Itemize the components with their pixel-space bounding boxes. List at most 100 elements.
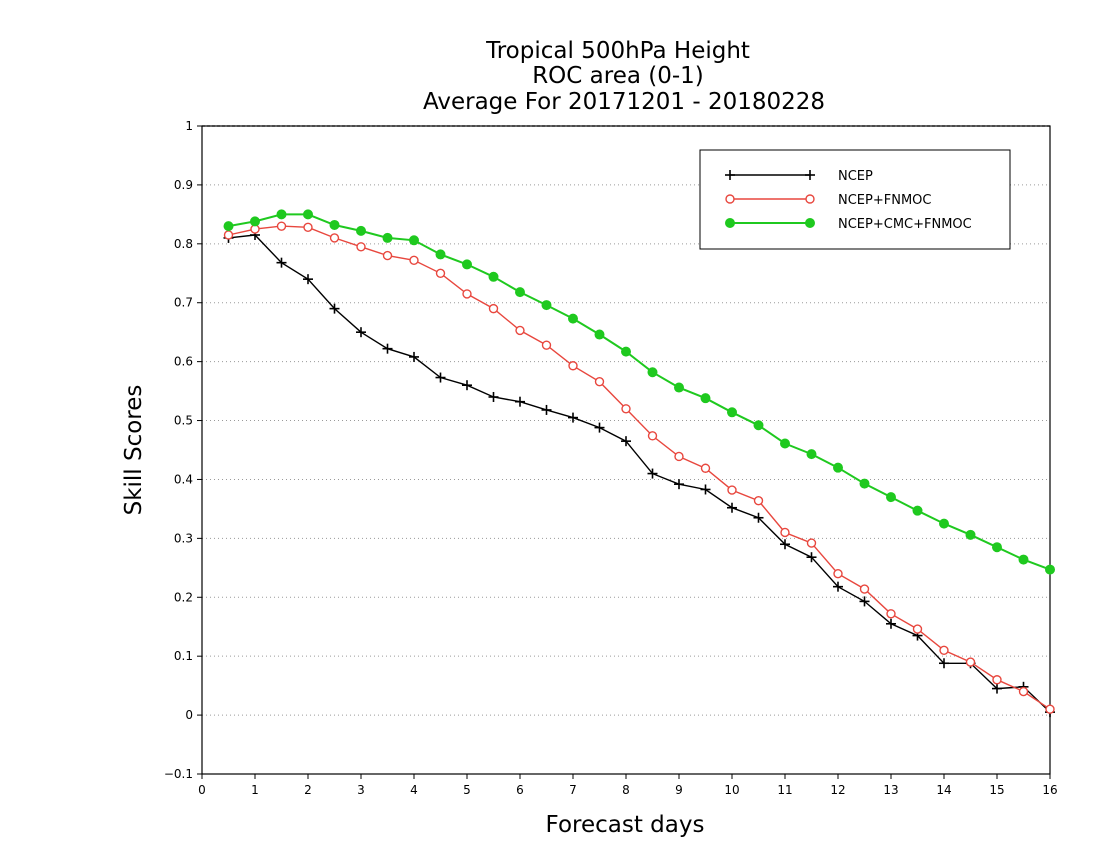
x-tick-label: 9 (675, 783, 683, 797)
data-point-plus (568, 412, 578, 423)
data-point-open-circle (276, 221, 287, 231)
data-point-open-circle (805, 194, 815, 204)
data-point-filled-circle (568, 313, 578, 324)
data-point-filled-circle (356, 225, 366, 236)
data-point-plus (303, 274, 313, 285)
data-point-filled-circle (700, 393, 711, 404)
y-tick-label: −0.1 (164, 767, 193, 781)
x-tick-label: 14 (936, 783, 951, 797)
data-point-plus (727, 502, 737, 513)
y-tick-label: 1 (185, 119, 193, 133)
data-point-filled-circle (276, 209, 287, 220)
data-point-plus (621, 436, 631, 447)
series-line (228, 225, 1051, 710)
data-point-filled-circle (1018, 554, 1029, 565)
x-tick-label: 6 (516, 783, 524, 797)
data-point-open-circle (568, 361, 578, 371)
data-point-filled-circle (674, 382, 684, 393)
x-tick-label: 8 (622, 783, 630, 797)
data-point-open-circle (515, 325, 525, 336)
data-point-filled-circle (780, 438, 790, 449)
data-point-plus (276, 257, 287, 268)
data-point-filled-circle (725, 218, 735, 228)
data-point-open-circle (329, 233, 340, 243)
x-tick-label: 10 (724, 783, 739, 797)
data-point-plus (409, 351, 419, 362)
series-line (228, 213, 1051, 571)
data-point-open-circle (462, 289, 472, 299)
x-tick-label: 13 (883, 783, 898, 797)
data-point-plus (462, 380, 472, 391)
chart-title-line-2: ROC area (0-1) (532, 63, 704, 89)
legend-label: NCEP (838, 169, 873, 184)
data-point-open-circle (488, 303, 499, 314)
legend-box (699, 149, 1011, 250)
data-point-filled-circle (647, 367, 658, 378)
data-point-plus (700, 484, 711, 495)
y-tick-label: 0.7 (174, 296, 193, 310)
data-point-open-circle (409, 255, 419, 266)
x-tick-label: 7 (569, 783, 577, 797)
x-tick-label: 2 (304, 783, 312, 797)
data-point-open-circle (833, 569, 843, 579)
data-point-open-circle (992, 675, 1002, 685)
data-point-filled-circle (382, 232, 393, 243)
y-tick-label: 0.3 (174, 531, 193, 545)
data-point-plus (594, 422, 605, 433)
y-tick-label: 0.2 (174, 590, 193, 604)
x-tick-label: 16 (1042, 783, 1057, 797)
y-tick-label: 0.5 (174, 414, 193, 428)
data-point-open-circle (594, 376, 605, 387)
data-point-plus (647, 468, 658, 479)
legend-entry: NCEP+FNMOC (725, 193, 931, 208)
data-point-filled-circle (805, 218, 815, 228)
x-tick-label: 5 (463, 783, 471, 797)
legend-label: NCEP+FNMOC (838, 193, 931, 208)
data-point-open-circle (1018, 686, 1029, 697)
data-point-plus (488, 391, 499, 402)
data-point-filled-circle (939, 518, 949, 529)
x-tick-label: 15 (989, 783, 1004, 797)
data-point-plus (780, 539, 790, 550)
data-point-filled-circle (594, 329, 605, 340)
data-point-open-circle (780, 527, 790, 538)
data-point-filled-circle (965, 529, 976, 540)
data-point-filled-circle (541, 300, 552, 311)
data-point-filled-circle (515, 287, 525, 298)
y-tick-label: 0.1 (174, 649, 193, 663)
data-point-filled-circle (806, 449, 817, 460)
y-tick-label: 0 (185, 708, 193, 722)
data-point-open-circle (435, 268, 446, 278)
series-line (228, 234, 1051, 713)
x-tick-label: 11 (777, 783, 792, 797)
x-tick-label: 1 (251, 783, 259, 797)
data-point-plus (435, 372, 446, 383)
data-point-open-circle (939, 645, 949, 655)
data-point-plus (753, 512, 764, 523)
data-point-filled-circle (727, 407, 737, 418)
series-ncep-fnmoc (223, 221, 1055, 714)
data-point-filled-circle (621, 346, 631, 357)
x-tick-label: 4 (410, 783, 418, 797)
x-tick-label: 12 (830, 783, 845, 797)
data-point-plus (939, 658, 949, 669)
data-point-filled-circle (488, 271, 499, 282)
data-point-filled-circle (992, 542, 1002, 553)
x-tick-label: 0 (198, 783, 206, 797)
data-point-filled-circle (223, 221, 234, 232)
data-point-plus (725, 170, 735, 180)
data-point-plus (859, 596, 870, 607)
data-point-open-circle (1045, 704, 1055, 714)
data-point-open-circle (674, 451, 684, 462)
y-tick-label: 0.8 (174, 237, 193, 251)
data-point-open-circle (356, 242, 366, 252)
data-point-plus (382, 343, 393, 354)
x-axis-label: Forecast days (546, 812, 705, 838)
data-point-plus (805, 170, 815, 180)
data-point-open-circle (886, 609, 896, 619)
chart-title: Tropical 500hPa Height ROC area (0-1) Av… (423, 38, 825, 115)
x-tick-label: 3 (357, 783, 365, 797)
series-ncep-cmc-fnmoc (223, 209, 1055, 575)
y-axis-label: Skill Scores (121, 385, 147, 516)
